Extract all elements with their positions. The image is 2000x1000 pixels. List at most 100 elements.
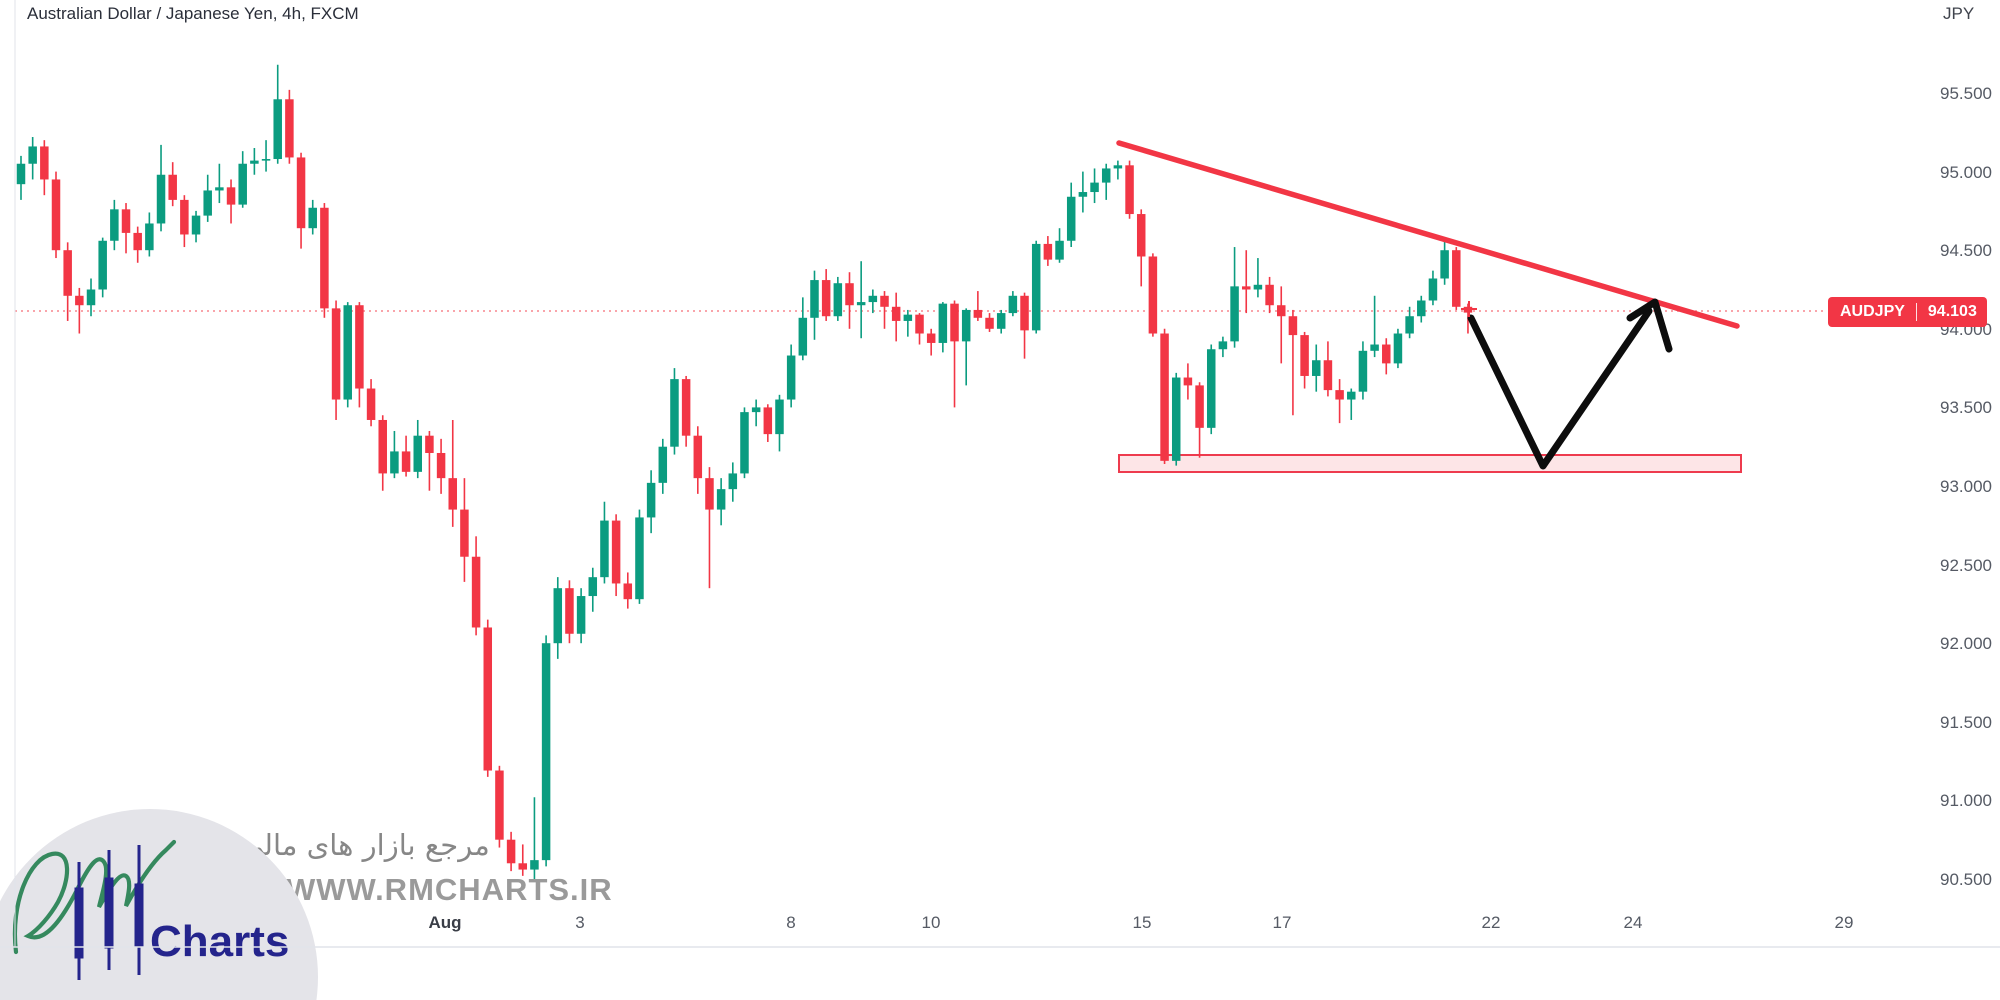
candle[interactable] (891, 292, 901, 342)
candle[interactable] (588, 567, 598, 612)
candle[interactable] (156, 144, 166, 232)
candle[interactable] (1417, 295, 1426, 323)
candle[interactable] (1312, 344, 1321, 392)
candle[interactable] (285, 89, 294, 164)
candle[interactable] (1300, 331, 1309, 389)
candle[interactable] (915, 313, 924, 345)
candle[interactable] (996, 309, 1006, 334)
candle[interactable] (1125, 160, 1134, 219)
candle[interactable] (203, 174, 212, 222)
candle[interactable] (553, 577, 563, 659)
candle[interactable] (63, 242, 72, 321)
candle[interactable] (506, 831, 516, 872)
candle[interactable] (1183, 363, 1193, 400)
support-zone[interactable] (1118, 454, 1742, 473)
candle[interactable] (1031, 240, 1041, 334)
candle[interactable] (1241, 250, 1251, 314)
candle[interactable] (728, 462, 738, 502)
candle[interactable] (576, 588, 586, 644)
candle[interactable] (856, 261, 866, 339)
candle[interactable] (961, 308, 971, 386)
candle[interactable] (378, 415, 387, 491)
candle[interactable] (518, 844, 528, 876)
candle[interactable] (308, 199, 317, 235)
candle[interactable] (868, 289, 878, 314)
projection-arrow-shaft[interactable] (1467, 307, 1653, 470)
candle[interactable] (880, 291, 889, 329)
candle[interactable] (168, 162, 177, 207)
candle[interactable] (1066, 182, 1076, 248)
candle[interactable] (1043, 236, 1053, 266)
candle[interactable] (1090, 168, 1099, 204)
candle[interactable] (950, 300, 959, 408)
candle[interactable] (390, 430, 399, 479)
candle[interactable] (121, 203, 131, 254)
candle[interactable] (28, 137, 37, 180)
candle[interactable] (716, 478, 726, 526)
candle[interactable] (635, 509, 644, 604)
candle[interactable] (646, 470, 656, 534)
candle[interactable] (693, 426, 703, 494)
candle[interactable] (75, 287, 84, 334)
candle[interactable] (786, 344, 796, 408)
candle[interactable] (238, 151, 247, 208)
candle[interactable] (821, 269, 831, 321)
candle[interactable] (226, 179, 236, 224)
candles[interactable] (16, 64, 1473, 879)
candle[interactable] (1230, 247, 1239, 348)
candle[interactable] (86, 278, 96, 317)
candle[interactable] (16, 155, 26, 200)
candle[interactable] (751, 399, 761, 427)
candle[interactable] (401, 435, 411, 477)
candle[interactable] (1136, 209, 1146, 287)
candle[interactable] (1206, 344, 1216, 435)
candle[interactable] (973, 291, 983, 321)
candle[interactable] (1195, 382, 1204, 458)
candle[interactable] (1253, 258, 1263, 298)
candle[interactable] (845, 272, 854, 329)
candle[interactable] (51, 171, 61, 259)
chart-title[interactable]: Australian Dollar / Japanese Yen, 4h, FX… (27, 4, 359, 23)
candle[interactable] (1358, 341, 1368, 400)
candle[interactable] (1218, 336, 1228, 358)
candle[interactable] (1171, 372, 1181, 466)
candle[interactable] (1078, 171, 1088, 213)
candle[interactable] (98, 237, 107, 298)
candle[interactable] (273, 64, 282, 164)
candle[interactable] (810, 270, 819, 340)
descending-trendline[interactable] (1116, 140, 1740, 329)
candle[interactable] (1323, 341, 1333, 397)
candle[interactable] (833, 276, 843, 321)
candle[interactable] (1393, 328, 1403, 369)
candle[interactable] (471, 536, 481, 636)
candle[interactable] (600, 501, 609, 584)
candle[interactable] (261, 140, 271, 172)
candle[interactable] (331, 300, 341, 420)
candle[interactable] (1277, 286, 1286, 364)
candle[interactable] (1160, 328, 1169, 464)
candle[interactable] (530, 797, 539, 879)
candle[interactable] (740, 407, 749, 479)
candle[interactable] (355, 302, 364, 408)
candle[interactable] (495, 765, 504, 848)
candle[interactable] (565, 580, 574, 644)
candle[interactable] (926, 328, 936, 356)
candle[interactable] (250, 148, 259, 175)
candle[interactable] (483, 619, 493, 777)
candle[interactable] (541, 635, 551, 867)
candle[interactable] (985, 313, 994, 332)
candle[interactable] (180, 195, 189, 248)
candle[interactable] (611, 514, 621, 597)
candle[interactable] (1335, 379, 1344, 424)
candle[interactable] (1370, 295, 1379, 358)
candle[interactable] (623, 572, 633, 609)
candle[interactable] (145, 212, 154, 257)
candle[interactable] (1148, 253, 1158, 337)
candle[interactable] (215, 163, 224, 204)
candle[interactable] (343, 302, 352, 408)
candle[interactable] (1452, 247, 1461, 310)
candle[interactable] (366, 379, 376, 427)
candle[interactable] (436, 438, 446, 494)
candle[interactable] (670, 368, 679, 455)
